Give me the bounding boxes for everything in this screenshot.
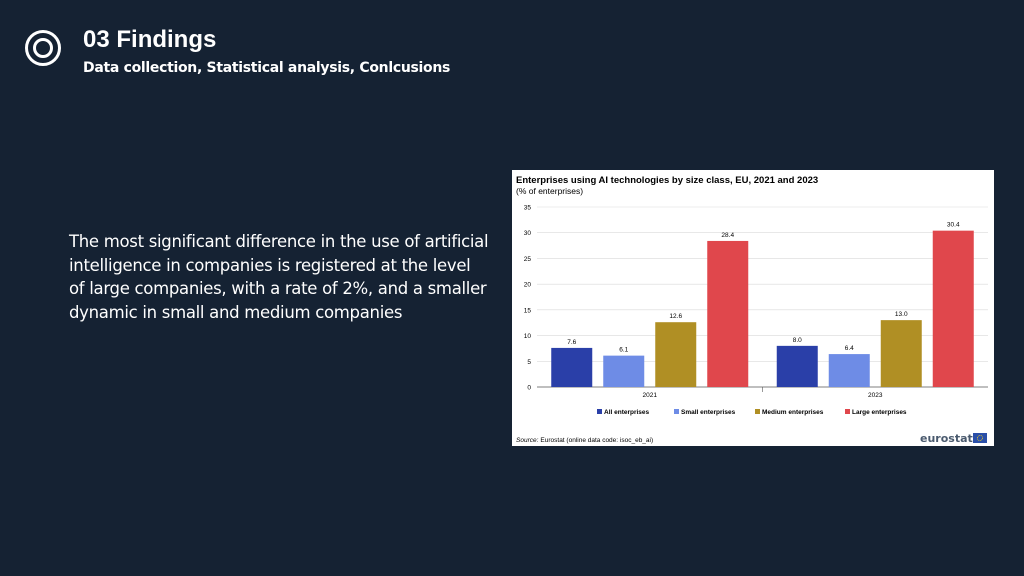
legend-swatch [674,409,679,414]
chart-title: Enterprises using AI technologies by siz… [516,175,818,186]
source-text: Eurostat (online data code: isoc_eb_ai) [540,437,653,444]
data-label: 13.0 [895,311,908,318]
y-tick-label: 0 [527,385,531,392]
x-tick-label: 2021 [643,392,658,399]
y-tick-label: 35 [524,205,532,212]
data-label: 6.4 [845,345,854,352]
legend-label: Medium enterprises [762,409,824,416]
legend-swatch [845,409,850,414]
eurostat-logo: eurostat [920,432,973,445]
y-tick-label: 15 [524,307,532,314]
chart-card: Enterprises using AI technologies by siz… [512,170,994,446]
bar [655,322,697,387]
y-tick-label: 25 [524,256,532,263]
bar [776,345,818,387]
data-label: 8.0 [793,337,802,344]
y-tick-label: 30 [524,230,532,237]
legend-label: All enterprises [604,409,650,416]
data-label: 6.1 [619,347,628,354]
bar [828,354,870,387]
data-label: 7.6 [567,339,576,346]
data-label: 12.6 [669,313,682,320]
y-tick-label: 20 [524,282,532,289]
eu-flag-icon [973,433,987,443]
source-label: Source: [516,437,539,444]
x-tick-label: 2023 [868,392,883,399]
bar [551,347,593,387]
legend-swatch [755,409,760,414]
data-label: 30.4 [947,222,960,229]
y-tick-label: 10 [524,333,532,340]
bar [603,355,645,387]
bar-chart: Enterprises using AI technologies by siz… [516,175,988,445]
body-paragraph: The most significant difference in the u… [69,232,489,322]
legend-label: Small enterprises [681,409,736,416]
legend-swatch [597,409,602,414]
chart-source: Source: Eurostat (online data code: isoc_… [516,437,653,444]
bar [932,230,974,387]
legend-label: Large enterprises [852,409,907,416]
slide-title: 03 Findings [83,26,217,53]
target-circle-icon [24,29,62,67]
slide-subtitle: Data collection, Statistical analysis, C… [83,60,451,76]
bar [880,320,922,387]
bar [707,240,749,387]
chart-subtitle: (% of enterprises) [516,186,583,196]
data-label: 28.4 [721,232,734,239]
y-tick-label: 5 [527,359,531,366]
